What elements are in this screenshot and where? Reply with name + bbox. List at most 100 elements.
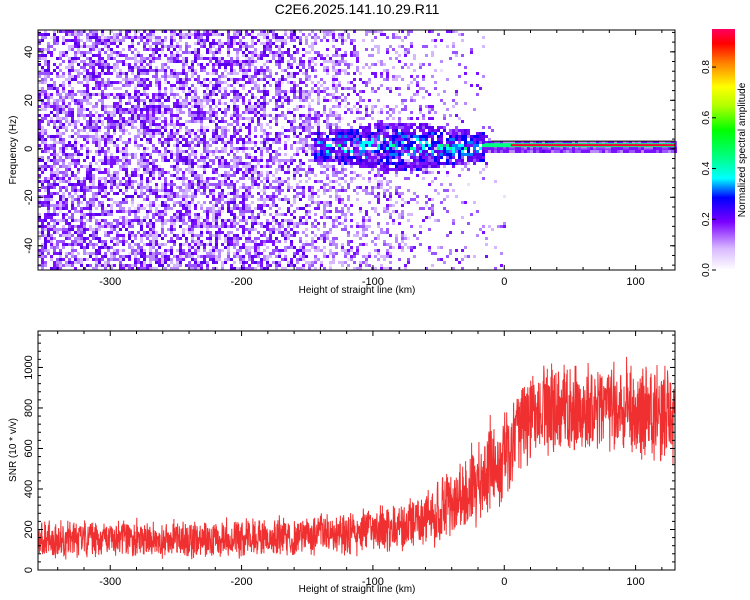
- spectrogram-cell: [65, 174, 68, 177]
- spectrogram-cell: [254, 60, 257, 63]
- spectrogram-cell: [80, 210, 83, 213]
- spectrogram-cell: [110, 117, 113, 120]
- spectrogram-cell: [107, 105, 110, 108]
- spectrogram-cell: [203, 132, 206, 135]
- spectrogram-cell: [161, 255, 164, 258]
- spectrogram-cell: [344, 150, 347, 153]
- spectrogram-cell: [89, 243, 92, 246]
- spectrogram-cell: [188, 168, 191, 171]
- spectrogram-cell: [95, 120, 98, 123]
- spectrogram-cell: [260, 198, 263, 201]
- spectrogram-cell: [71, 243, 74, 246]
- spectrogram-cell: [146, 69, 149, 72]
- spectrogram-cell: [74, 240, 77, 243]
- spectrogram-cell: [80, 153, 83, 156]
- spectrogram-cell: [68, 177, 71, 180]
- spectrogram-cell: [209, 225, 212, 228]
- spectrogram-cell: [167, 108, 170, 111]
- spectrogram-cell: [80, 54, 83, 57]
- spectrogram-cell: [236, 132, 239, 135]
- spectrogram-cell: [104, 153, 107, 156]
- spectrogram-cell: [221, 57, 224, 60]
- spectrogram-cell: [233, 126, 236, 129]
- spectrogram-cell: [113, 255, 116, 258]
- spectrogram-cell: [38, 252, 41, 255]
- spectrogram-cell: [350, 156, 353, 159]
- spectrogram-cell: [215, 93, 218, 96]
- spectrogram-cell: [326, 174, 329, 177]
- spectrogram-cell: [350, 150, 353, 153]
- spectrogram-cell: [305, 42, 308, 45]
- spectrogram-cell: [131, 111, 134, 114]
- spectrogram-cell: [344, 129, 347, 132]
- spectrogram-cell: [98, 192, 101, 195]
- spectrogram-cell: [74, 258, 77, 261]
- spectrogram-cell: [158, 210, 161, 213]
- spectrogram-cell: [287, 231, 290, 234]
- spectrogram-cell: [161, 120, 164, 123]
- spectrogram-cell: [254, 69, 257, 72]
- spectrogram-cell: [275, 195, 278, 198]
- spectrogram-cell: [131, 252, 134, 255]
- spectrogram-cell: [338, 126, 341, 129]
- spectrogram-cell: [146, 132, 149, 135]
- spectrogram-cell: [314, 114, 317, 117]
- spectrogram-cell: [89, 168, 92, 171]
- spectrogram-cell: [212, 66, 215, 69]
- spectrogram-cell: [272, 240, 275, 243]
- spectrogram-cell: [179, 186, 182, 189]
- spectrogram-cell: [272, 36, 275, 39]
- spectrogram-cell: [71, 162, 74, 165]
- spectrogram-cell: [326, 114, 329, 117]
- spectrogram-cell: [227, 171, 230, 174]
- spectrogram-cell: [188, 129, 191, 132]
- spectrogram-cell: [134, 36, 137, 39]
- spectrogram-cell: [233, 213, 236, 216]
- spectrogram-cell: [293, 201, 296, 204]
- spectrogram-cell: [92, 33, 95, 36]
- spectrogram-cell: [110, 105, 113, 108]
- spectrogram-cell: [206, 96, 209, 99]
- spectrogram-cell: [74, 144, 77, 147]
- spectrogram-cell: [41, 267, 44, 270]
- spectrogram-cell: [341, 42, 344, 45]
- spectrogram-cell: [98, 249, 101, 252]
- spectrogram-cell: [173, 225, 176, 228]
- spectrogram-cell: [134, 66, 137, 69]
- spectrogram-cell: [227, 219, 230, 222]
- spectrogram-cell: [137, 84, 140, 87]
- spectrogram-cell: [128, 111, 131, 114]
- spectrogram-cell: [56, 114, 59, 117]
- spectrogram-cell: [146, 180, 149, 183]
- spectrogram-cell: [77, 102, 80, 105]
- spectrogram-cell: [335, 105, 338, 108]
- spectrogram-cell: [134, 114, 137, 117]
- spectrogram-cell: [104, 63, 107, 66]
- spectrogram-cell: [266, 45, 269, 48]
- spectrogram-cell: [47, 72, 50, 75]
- spectrogram-cell: [95, 60, 98, 63]
- spectrogram-cell: [113, 237, 116, 240]
- spectrogram-cell: [44, 57, 47, 60]
- spectrogram-cell: [119, 114, 122, 117]
- spectrogram-cell: [53, 174, 56, 177]
- spectrogram-cell: [152, 69, 155, 72]
- spectrogram-cell: [182, 69, 185, 72]
- spectrogram-cell: [107, 192, 110, 195]
- spectrogram-cell: [104, 231, 107, 234]
- spectrogram-cell: [59, 117, 62, 120]
- spectrogram-cell: [245, 153, 248, 156]
- spectrogram-cell: [143, 108, 146, 111]
- spectrogram-cell: [155, 36, 158, 39]
- spectrogram-cell: [305, 51, 308, 54]
- spectrogram-cell: [158, 189, 161, 192]
- spectrogram-cell: [122, 192, 125, 195]
- spectrogram-cell: [266, 264, 269, 267]
- spectrogram-cell: [260, 225, 263, 228]
- spectrogram-cell: [185, 102, 188, 105]
- spectrogram-cell: [62, 138, 65, 141]
- spectrogram-cell: [143, 81, 146, 84]
- spectrogram-cell: [209, 192, 212, 195]
- spectrogram-cell: [146, 177, 149, 180]
- spectrogram-cell: [140, 228, 143, 231]
